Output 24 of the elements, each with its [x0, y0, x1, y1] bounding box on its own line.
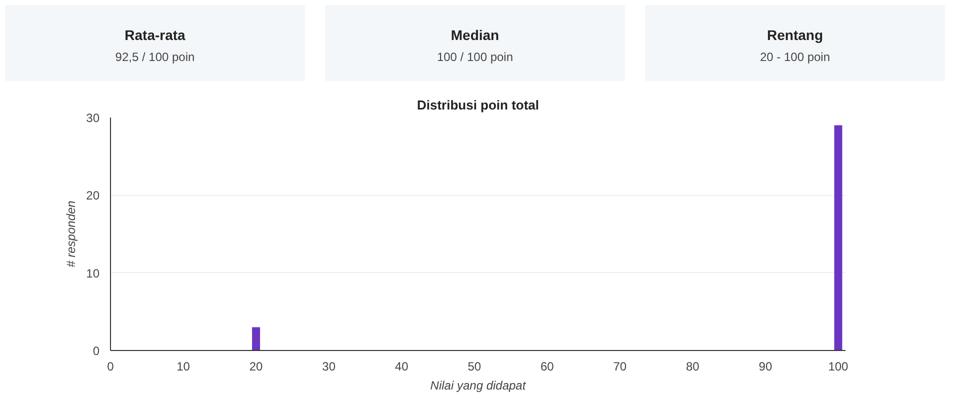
y-tick-label: 20: [86, 188, 100, 203]
text: 100 / 100 poin: [436, 49, 514, 66]
x-tick-label: 20: [249, 360, 264, 374]
x-tick-label: 50: [468, 360, 482, 374]
y-tick-label: 30: [86, 111, 100, 125]
y-axis-title: # responden: [64, 200, 78, 268]
chart-title: Distribusi poin total: [416, 98, 540, 112]
x-tick-label: 70: [613, 360, 627, 374]
x-tick-label: 60: [540, 360, 554, 374]
y-tick-label: 0: [92, 344, 100, 358]
text: 20 - 100 poin: [758, 49, 832, 66]
x-tick-label: 10: [176, 360, 190, 374]
x-tick-label: 0: [107, 360, 114, 374]
x-tick-label: 100: [828, 360, 849, 374]
y-tick-label: 10: [86, 266, 100, 280]
text: Rentang: [766, 26, 824, 45]
x-tick-label: 40: [394, 360, 409, 374]
x-axis-title: Nilai yang didapat: [430, 378, 526, 392]
x-tick-label: 30: [322, 360, 336, 374]
x-tick-label: 90: [758, 360, 772, 374]
text: Rata-rata: [124, 26, 186, 45]
x-tick-label: 80: [686, 360, 700, 374]
text: Median: [450, 26, 500, 45]
text: 92,5 / 100 poin: [114, 49, 196, 66]
